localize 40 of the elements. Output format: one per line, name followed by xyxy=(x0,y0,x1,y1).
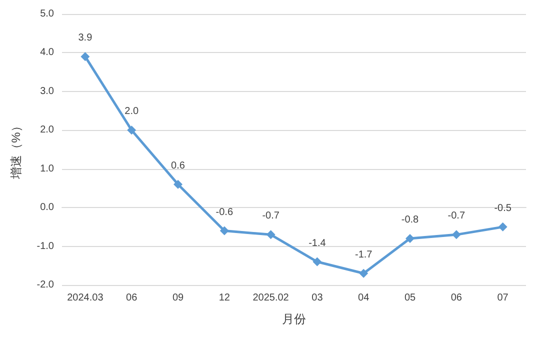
x-tick-label: 06 xyxy=(450,292,462,304)
y-tick-label: 0.0 xyxy=(40,202,54,214)
data-label: -0.6 xyxy=(216,206,234,218)
y-axis-title: 增速（%） xyxy=(9,120,23,180)
x-tick-label: 05 xyxy=(404,292,416,304)
x-tick-label: 06 xyxy=(126,292,138,304)
data-label: -1.7 xyxy=(354,249,373,260)
x-tick-label: 2024.03 xyxy=(67,292,104,304)
y-tick-label: 3.0 xyxy=(40,86,54,97)
point xyxy=(359,268,368,278)
x-tick-label: 2025.02 xyxy=(252,292,290,304)
x-tick-label: 12 xyxy=(218,292,230,304)
y-tick-label: 1.0 xyxy=(40,163,54,174)
data-label: 3.9 xyxy=(78,32,93,44)
y-tick-label: 2.0 xyxy=(40,124,54,136)
point xyxy=(312,257,322,266)
data-label: -0.7 xyxy=(448,210,466,222)
point xyxy=(174,180,182,189)
y-tick-label: 5.0 xyxy=(40,8,54,20)
x-tick-label: 09 xyxy=(172,292,184,304)
x-tick-label: 03 xyxy=(312,292,324,304)
y-tick-label: 4.0 xyxy=(40,47,54,58)
data-label: 2.0 xyxy=(124,106,139,118)
y-tick-label: -2.0 xyxy=(36,280,54,290)
point xyxy=(406,234,414,244)
data-label: -0.5 xyxy=(494,202,512,214)
data-label: 0.6 xyxy=(171,160,186,172)
point xyxy=(127,126,136,135)
x-tick-label: 07 xyxy=(497,292,509,304)
point xyxy=(498,222,508,232)
data-label: -1.4 xyxy=(308,238,326,249)
point xyxy=(452,230,461,240)
point xyxy=(220,226,229,236)
point xyxy=(80,52,90,62)
x-axis-title: 月份 xyxy=(282,312,306,326)
point xyxy=(266,230,276,240)
data-label: -0.8 xyxy=(401,214,420,226)
x-tick-label: 04 xyxy=(358,292,370,304)
data-label: -0.7 xyxy=(262,210,280,222)
y-tick-label: -1.0 xyxy=(36,240,54,252)
